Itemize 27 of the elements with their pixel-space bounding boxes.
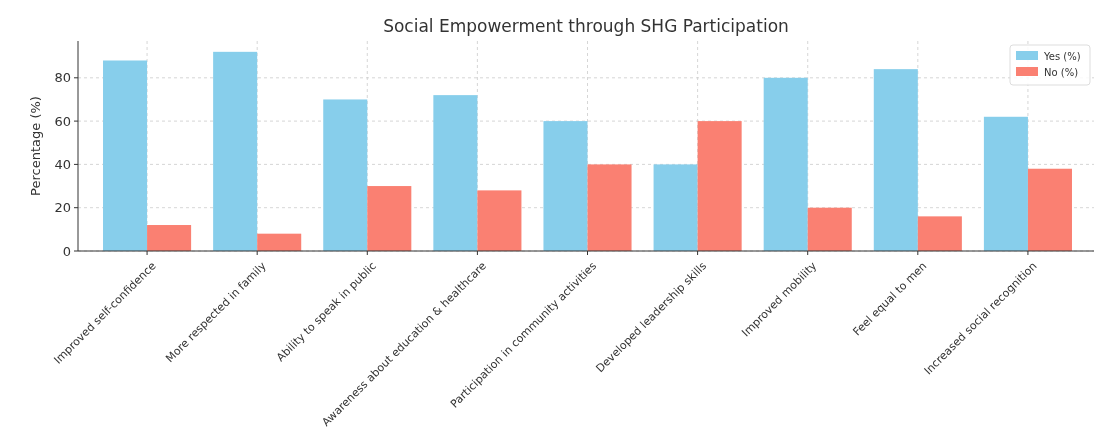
bar	[543, 121, 588, 251]
bar	[807, 207, 852, 251]
bar	[763, 77, 808, 251]
bar	[147, 225, 192, 251]
bar	[983, 116, 1028, 251]
legend-label: No (%)	[1044, 66, 1079, 78]
bar	[697, 121, 742, 251]
bar	[213, 51, 258, 251]
legend-label: Yes (%)	[1043, 50, 1081, 62]
bar	[587, 164, 632, 251]
bar	[367, 186, 412, 251]
bar	[103, 60, 148, 251]
y-axis-title: Percentage (%)	[28, 96, 43, 196]
y-tick-label: 80	[54, 70, 71, 86]
bar	[1027, 168, 1072, 251]
y-tick-label: 40	[54, 156, 71, 172]
bar	[323, 99, 368, 251]
y-tick-label: 0	[62, 243, 71, 259]
chart-title: Social Empowerment through SHG Participation	[383, 16, 789, 36]
bar	[917, 216, 962, 251]
y-tick-label: 60	[54, 113, 71, 129]
bar	[653, 164, 698, 251]
bar	[257, 233, 302, 251]
bar	[873, 69, 918, 251]
bar	[477, 190, 522, 251]
bar	[433, 95, 478, 251]
y-tick-label: 20	[54, 200, 71, 216]
